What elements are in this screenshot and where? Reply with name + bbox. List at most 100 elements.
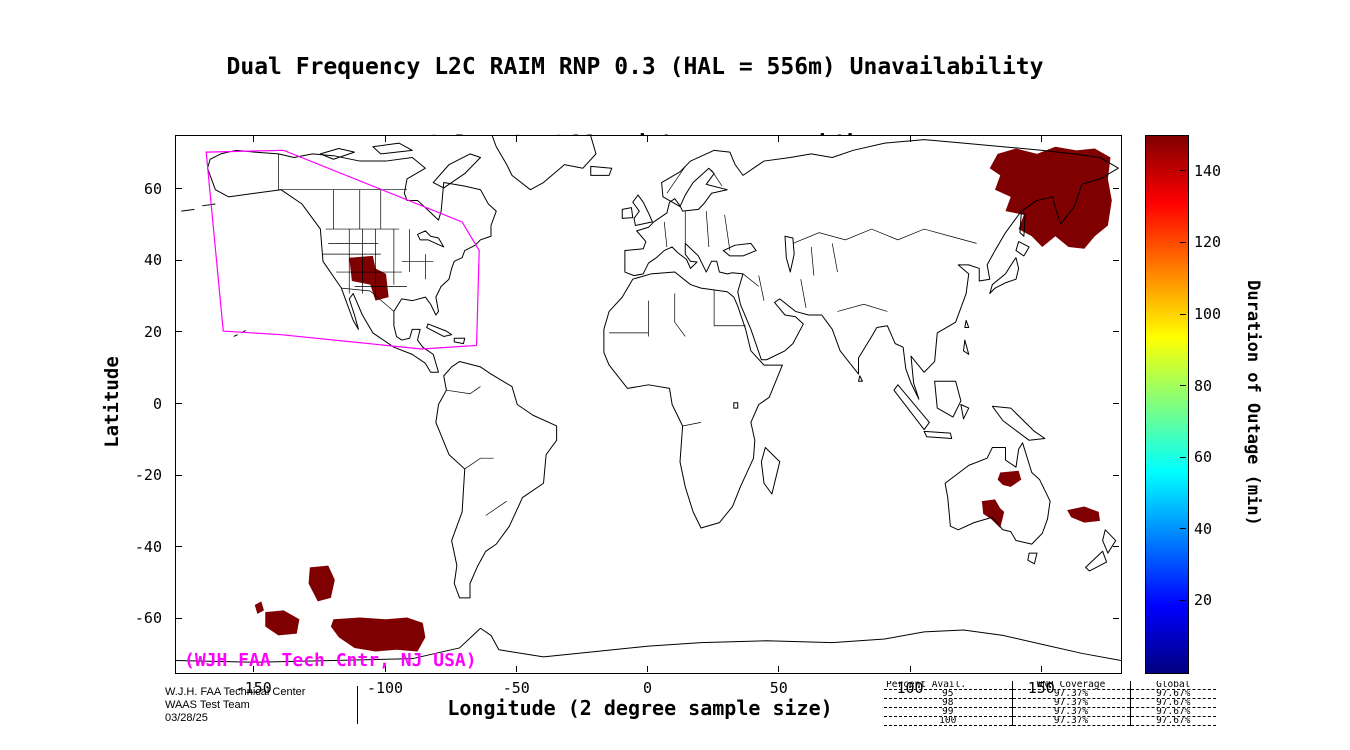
colorbar-tick-mark [1180,599,1186,601]
stats-cell: 97.37% [1011,689,1130,699]
colorbar [1145,135,1189,674]
stats-cell: 99 [884,707,1012,717]
y-tick-mark [176,403,182,404]
y-tick-mark [176,188,182,190]
coastline-layer [176,136,1121,662]
colorbar-tick-mark [1180,456,1186,458]
y-tick-label: 60 [143,179,162,198]
x-tick-mark [909,666,911,672]
coast-britain [633,195,653,225]
political-border-layer [278,154,976,516]
x-tick-mark [647,136,648,142]
stats-cell: 97.37% [1011,698,1130,708]
coast-antarctica [176,628,1121,662]
stats-row: 100 97.37% 97.67% [884,716,1216,726]
colorbar-tick-mark [1180,241,1186,243]
borders-asia [743,229,977,311]
x-tick-mark [778,136,780,142]
footer-date: 03/28/25 [165,712,208,724]
y-tick-mark [176,546,182,548]
stats-cell: 97.67% [1129,698,1216,708]
x-tick-label: 0 [642,679,653,697]
stats-cell: 95 [884,689,1012,699]
coast-north-america [208,150,497,372]
x-tick-label: -150 [235,679,272,697]
coast-indonesia [894,381,1045,440]
title-line-1: Dual Frequency L2C RAIM RNP 0.3 (HAL = 5… [226,54,1044,80]
y-tick-mark [1113,403,1119,404]
footer-left: W.J.H. FAA Technical Center WAAS Test Te… [165,686,305,725]
waas-boundary [206,150,479,349]
outage-region-south-pacific-b [254,601,264,614]
colorbar-tick-label: 100 [1194,305,1222,323]
colorbar-tick-label: 20 [1194,591,1213,610]
y-tick-mark [176,617,182,619]
stats-row: 98 97.37% 97.67% [884,698,1216,708]
stats-row: 95 97.37% 97.67% [884,689,1216,699]
colorbar-tick-label: 60 [1194,448,1213,467]
y-tick-mark [1113,188,1119,190]
colorbar-tick-label: 120 [1194,233,1222,252]
outage-region-south-pacific-c [265,610,300,636]
coast-eurasia [625,140,1119,400]
coast-australia [945,443,1050,544]
outage-layer [254,146,1112,652]
stats-header-cell: Global [1129,681,1216,690]
footer-org: W.J.H. FAA Technical Center [165,686,306,698]
lakes [418,231,795,408]
x-tick-mark [384,136,386,142]
stats-cell: 97.67% [1129,689,1216,699]
stats-cell: 97.67% [1129,707,1216,717]
x-tick-label: 100 [896,679,924,697]
coast-africa [604,272,783,528]
x-tick-mark [384,666,386,672]
y-tick-label: -20 [134,466,162,485]
x-tick-label: 50 [769,679,788,697]
outage-region-australia-south [981,499,1005,529]
colorbar-tick-mark [1180,385,1186,387]
x-axis-label: Longitude (2 degree sample size) [447,696,833,720]
coast-south-america [436,362,557,598]
outage-region-australia-north [997,470,1022,487]
coast-iceland [591,166,612,175]
colorbar-tick-mark [1180,528,1186,530]
coast-ireland [622,208,633,219]
outage-region-western-conus [349,255,389,301]
y-tick-label: 40 [143,251,162,270]
y-tick-mark [1113,259,1119,261]
coast-madagascar [761,447,779,494]
x-tick-mark [253,136,255,142]
map-annotation: (WJH FAA Tech Cntr, NJ USA) [184,650,477,671]
footer-divider [357,686,358,724]
y-tick-mark [1113,331,1119,333]
x-tick-mark [647,666,648,672]
stats-cell: 97.37% [1011,707,1130,717]
borders-south-america [446,387,506,516]
x-tick-mark [515,666,517,672]
coast-sri-lanka [859,376,863,381]
x-tick-mark [253,666,255,672]
y-tick-mark [176,259,182,261]
coast-japan [990,242,1029,294]
stats-cell: 97.67% [1129,716,1216,726]
x-tick-mark [515,136,517,142]
y-tick-label: -60 [134,609,162,628]
coast-caribbean [427,324,465,344]
x-tick-mark [1040,136,1042,142]
stats-cell: 98 [884,698,1012,708]
y-tick-label: 0 [152,394,162,413]
y-tick-mark [1113,617,1119,619]
borders-europe [664,166,730,250]
coast-new-zealand [1086,530,1116,571]
coast-taiwan-philippines [964,320,969,354]
coast-arctic-islands [320,143,480,188]
stats-table: Percent Avail. WNR Coverage Global 95 97.37… [884,681,1216,726]
coast-aleutians-hawaii [181,204,245,336]
x-tick-label: -100 [366,679,404,697]
outage-region-south-pacific-a [308,565,335,602]
y-tick-mark [1113,474,1119,476]
stats-cell: 100 [884,716,1012,726]
world-map-svg [176,136,1121,673]
waas-boundary-layer [206,150,479,349]
